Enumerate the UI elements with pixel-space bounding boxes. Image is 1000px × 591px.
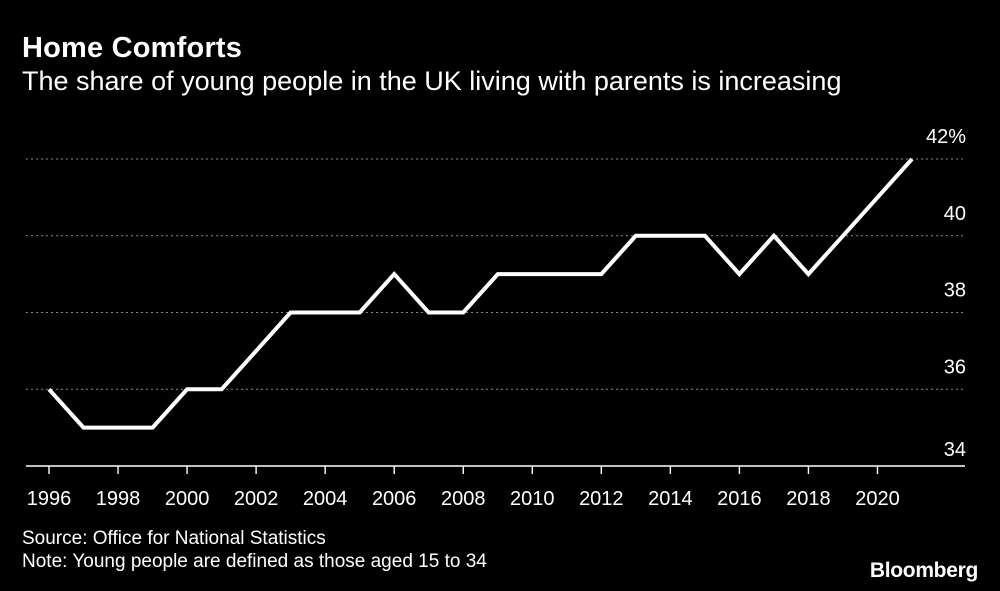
- gridlines: [26, 158, 965, 390]
- x-axis: 1996 1998 2000 2002 2004 2006 2008 2010 2012 2014…: [26, 465, 965, 510]
- series-layer: [47, 157, 914, 430]
- y-tick-label: 42%: [926, 126, 966, 148]
- x-tick-label: 1998: [96, 488, 141, 510]
- definition-note: Note: Young people are defined as those …: [22, 551, 487, 572]
- y-axis: 34 36 38 40 42%: [926, 126, 966, 461]
- y-tick-label: 36: [944, 356, 966, 378]
- y-tick-label: 40: [944, 203, 966, 225]
- x-tick-label: 2010: [510, 488, 555, 510]
- bloomberg-logo: Bloomberg: [869, 559, 978, 582]
- chart-subtitle: The share of young people in the UK livi…: [22, 66, 842, 96]
- x-tick-label: 2020: [855, 488, 900, 510]
- y-tick-label: 38: [944, 280, 966, 302]
- x-tick-label: 2000: [165, 488, 210, 510]
- x-tick-label: 2006: [372, 488, 417, 510]
- x-tick-label: 2016: [717, 488, 762, 510]
- chart-title: Home Comforts: [22, 32, 243, 64]
- x-tick-label: 2002: [234, 488, 279, 510]
- x-tick-label: 2018: [786, 488, 831, 510]
- x-tick-label: 2004: [303, 488, 348, 510]
- source-note: Source: Office for National Statistics: [22, 528, 326, 549]
- series-line-living-with-parents: [47, 157, 914, 430]
- x-tick-label: 2012: [579, 488, 624, 510]
- x-tick-label: 1996: [27, 488, 72, 510]
- x-tick-label: 2014: [648, 488, 693, 510]
- y-tick-label: 34: [944, 439, 966, 461]
- x-tick-label: 2008: [441, 488, 486, 510]
